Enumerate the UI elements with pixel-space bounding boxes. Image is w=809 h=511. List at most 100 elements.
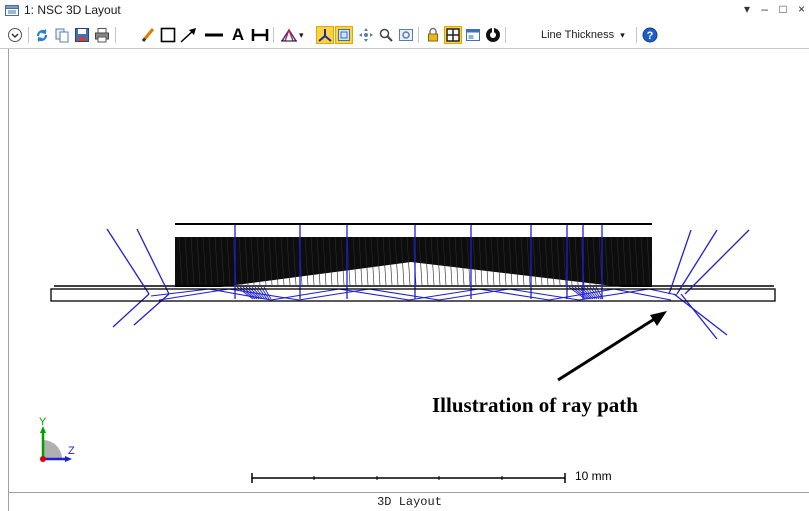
scale-bar [251,473,566,483]
emitter-hatch [184,236,189,286]
zoom-window-icon[interactable] [335,26,353,44]
print-icon[interactable] [93,26,111,44]
text-tool-glyph: A [231,25,245,44]
ray-trace-drawing: Y Z [39,223,776,483]
emitter-hatch [610,236,615,286]
emitter-hatch [214,236,219,286]
emitter-hatch [616,236,621,286]
status-text: 3D Layout [377,495,442,509]
copy-icon[interactable] [53,26,71,44]
guided-ray [270,288,340,301]
guided-ray [338,288,410,301]
emitter-hatch [586,236,591,286]
pan-icon[interactable] [357,26,375,44]
ray-path-annotation: Illustration of ray path [432,393,638,417]
emitter-hatch [556,236,561,286]
refresh-icon[interactable] [33,26,51,44]
emitter-hatch [238,236,243,286]
emitter-hatch [316,236,321,286]
dimension-icon[interactable] [251,26,269,44]
emitter-hatch [406,236,411,286]
toolbar-separator [636,27,637,43]
guided-ray [648,288,678,296]
emitter-hatch [430,236,435,286]
emitter-hatch [268,236,273,286]
text-icon[interactable]: A [229,26,247,44]
reset-zoom-icon[interactable] [397,26,415,44]
emitter-hatch [256,236,261,286]
pencil-icon[interactable] [139,26,157,44]
layout-window-icon [5,4,19,22]
emitter-hatch [640,236,645,286]
emitter-hatch [646,236,651,286]
emitter-hatch [208,236,213,286]
line-thickness-dropdown[interactable]: Line Thickness ▾ [541,26,625,44]
right-fan-ray [676,229,718,295]
right-fan-ray [673,293,728,336]
save-icon[interactable] [73,26,91,44]
status-bar: 3D Layout [8,492,809,511]
emitter-hatch [418,236,423,286]
lock-icon[interactable] [424,26,442,44]
y-axis-label: Y [39,416,47,428]
emitter-hatch [340,236,345,286]
emitter-hatch [562,236,567,286]
layout-icon[interactable] [444,26,462,44]
left-fan-ray [133,293,170,326]
emitter-hatch [382,236,387,286]
line-icon[interactable] [205,26,223,44]
emitter-hatch [334,236,339,286]
window-icon[interactable] [464,26,482,44]
emitter-hatch [364,236,369,286]
emitter-hatch [622,236,627,286]
chevron-circle-icon[interactable] [6,26,24,44]
emitter-hatch [538,236,543,286]
left-fan-ray [106,228,150,295]
left-fan-ray [136,228,170,295]
z-axis-label: Z [68,445,75,457]
rays-dropdown-arrow[interactable]: ▾ [299,30,304,40]
arrow-icon[interactable] [180,26,198,44]
guided-ray [478,288,550,301]
emitter-hatch [520,236,525,286]
emitter-hatch [574,236,579,286]
close-button[interactable]: × [797,2,805,16]
emitter-hatch [478,236,483,286]
guided-ray [368,288,440,301]
minimize-button[interactable]: – [761,2,769,16]
axis-icon[interactable] [316,26,334,44]
restore-button[interactable]: □ [779,2,787,16]
help-icon[interactable]: ? [641,26,659,44]
guided-ray [408,288,480,301]
emitter-hatch [628,236,633,286]
emitter-hatch [460,236,465,286]
plate-outline [50,288,776,302]
emitter-hatch [220,236,225,286]
rays-icon[interactable] [280,26,298,44]
toolbar-separator [273,27,274,43]
guided-ray [613,288,672,301]
emitter-hatch [436,236,441,286]
emitter-hatch [376,236,381,286]
layout-canvas[interactable]: Y Z Illustration of ray path 10 mm [8,49,809,492]
emitter-hatch [190,236,195,286]
layout-toolbar: A ▾ Line Thickness ▾ ? [0,22,809,49]
emitter-hatch [388,236,393,286]
emitter-hatch [322,236,327,286]
emitter-hatch [250,236,255,286]
settings-icon[interactable] [484,26,502,44]
rectangle-icon[interactable] [159,26,177,44]
emitter-hatch [178,236,183,286]
emitter-hatch [508,236,513,286]
emitter-hatch [202,236,207,286]
zoom-icon[interactable] [377,26,395,44]
toolbar-separator [418,27,419,43]
emitter-hatch [226,236,231,286]
right-fan-ray [668,229,692,295]
emitter-hatch [466,236,471,286]
annotation-arrow [557,311,667,382]
emitter-hatch [304,236,309,286]
emitter-hatch [400,236,405,286]
window-menu-dropdown[interactable]: ▾ [743,2,751,16]
left-fan-ray [112,293,150,328]
